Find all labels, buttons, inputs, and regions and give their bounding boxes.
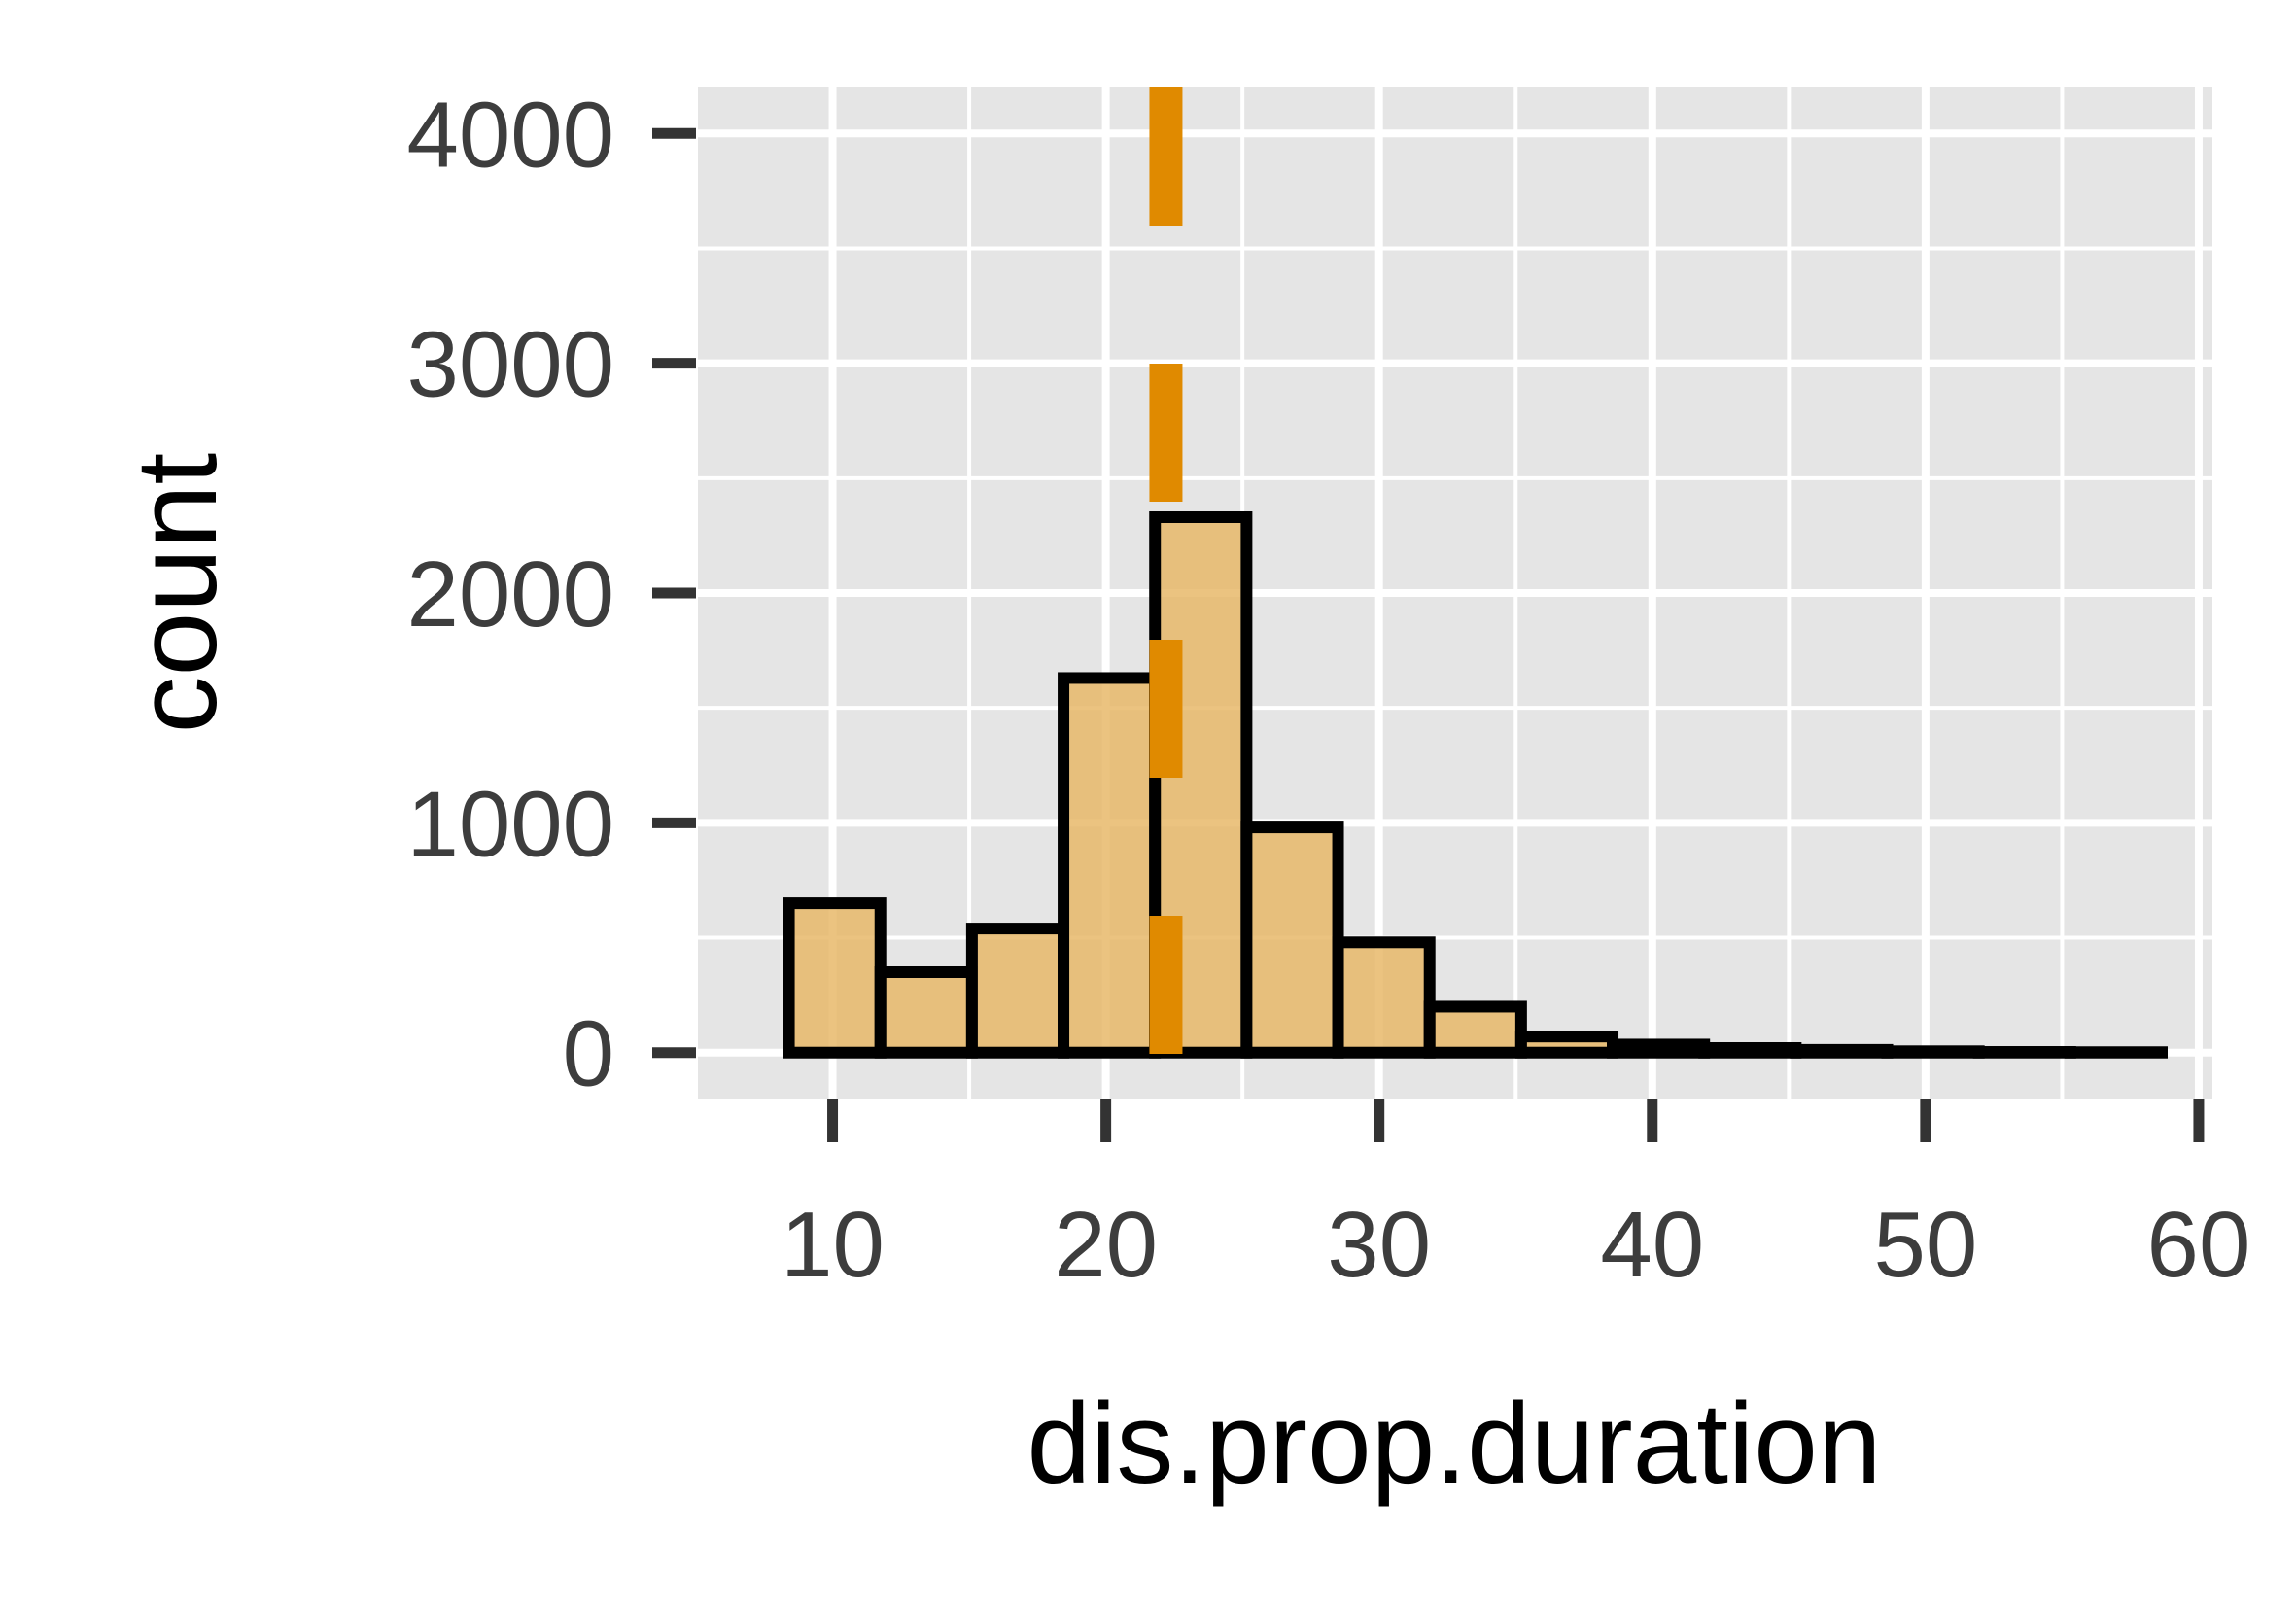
histogram-bar <box>1240 821 1344 1059</box>
x-tick-label: 20 <box>1054 1193 1158 1297</box>
x-tick-label: 60 <box>2147 1193 2251 1297</box>
histogram-bar <box>1514 1031 1619 1059</box>
histogram-bar <box>1423 1000 1527 1059</box>
x-tick-label: 30 <box>1327 1193 1431 1297</box>
x-tick-label: 40 <box>1600 1193 1704 1297</box>
y-tick-label: 0 <box>563 1002 614 1106</box>
y-axis-title: count <box>113 453 241 734</box>
x-tick-label: 10 <box>781 1193 885 1297</box>
histogram-bar <box>1698 1042 1802 1059</box>
x-tick-label: 50 <box>1873 1193 1977 1297</box>
y-axis: 0 1000 2000 3000 4000 <box>406 83 696 1106</box>
histogram-bar <box>1881 1045 1985 1059</box>
x-axis-title: dis.prop.duration <box>1026 1380 1881 1508</box>
histogram-bar <box>1790 1043 1894 1059</box>
histogram-bar <box>783 897 887 1059</box>
histogram-bar <box>1332 936 1436 1059</box>
histogram-bar <box>965 923 1070 1059</box>
x-axis: 10 20 30 40 50 60 <box>781 1099 2250 1297</box>
y-tick-label: 2000 <box>406 542 614 646</box>
y-tick-label: 3000 <box>406 313 614 417</box>
y-tick-label: 4000 <box>406 83 614 187</box>
histogram-bar <box>874 966 978 1059</box>
histogram-bar <box>1972 1046 2076 1059</box>
histogram-bar <box>1058 672 1162 1059</box>
histogram-bar <box>1607 1038 1711 1059</box>
histogram-bars <box>783 511 2169 1059</box>
y-tick-label: 1000 <box>406 772 614 876</box>
